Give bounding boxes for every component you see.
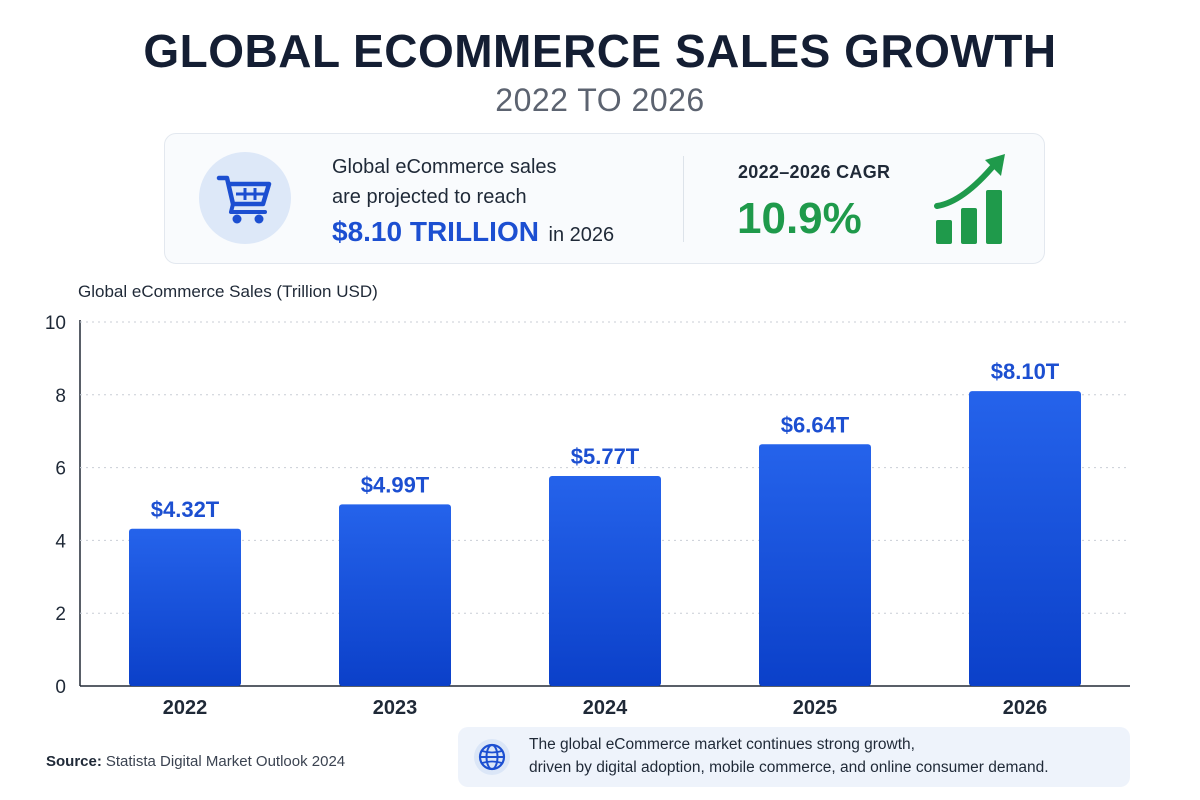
card-divider xyxy=(683,156,684,242)
bar-value-label: $4.32T xyxy=(151,497,220,522)
cagr-label: 2022–2026 CAGR xyxy=(738,162,891,182)
bar-2025 xyxy=(759,444,871,686)
globe-icon xyxy=(474,739,510,775)
x-tick-label: 2023 xyxy=(373,697,418,719)
insight-note: The global eCommerce market continues st… xyxy=(458,727,1130,787)
bar-2023 xyxy=(339,504,451,686)
source-label: Source: xyxy=(46,753,102,770)
x-tick-label: 2022 xyxy=(163,697,208,719)
y-tick-label: 2 xyxy=(55,604,66,625)
bar-2024 xyxy=(549,475,661,686)
y-tick-label: 6 xyxy=(55,459,66,480)
page-title: GLOBAL ECOMMERCE SALES GROWTH xyxy=(143,25,1057,77)
source-note: Source: Statista Digital Market Outlook 2… xyxy=(46,753,345,770)
insight-note-line1: The global eCommerce market continues st… xyxy=(529,736,915,753)
projection-suffix: in 2026 xyxy=(548,224,615,246)
y-tick-label: 10 xyxy=(45,313,66,334)
source-text: Statista Digital Market Outlook 2024 xyxy=(105,753,346,770)
chart-y-axis-title: Global eCommerce Sales (Trillion USD) xyxy=(78,282,378,301)
bar-value-label: $4.99T xyxy=(361,472,430,497)
projection-value-line: $8.10 TRILLION in 2026 xyxy=(332,216,614,248)
x-tick-label: 2026 xyxy=(1003,697,1048,719)
stat-card: Global eCommerce sales are projected to … xyxy=(164,133,1045,264)
y-tick-label: 8 xyxy=(55,386,66,407)
insight-note-line2: driven by digital adoption, mobile comme… xyxy=(529,759,1049,776)
projection-value: $8.10 TRILLION xyxy=(332,216,539,247)
bar-value-label: $6.64T xyxy=(781,412,850,437)
x-tick-label: 2025 xyxy=(793,697,838,719)
x-tick-label: 2024 xyxy=(583,697,628,719)
bar-2026 xyxy=(969,391,1081,686)
projection-text-line2: are projected to reach xyxy=(332,186,527,208)
y-tick-label: 4 xyxy=(55,531,66,552)
growth-bar-arrow-icon xyxy=(933,154,1009,251)
bar-2022 xyxy=(129,528,241,686)
cagr-value: 10.9% xyxy=(737,194,862,243)
bar-value-label: $5.77T xyxy=(571,444,640,469)
bar-value-label: $8.10T xyxy=(991,359,1060,384)
y-tick-label: 0 xyxy=(55,677,66,698)
projection-text-line1: Global eCommerce sales xyxy=(332,156,557,178)
shopping-cart-icon xyxy=(199,152,291,244)
page-subtitle: 2022 TO 2026 xyxy=(495,82,705,118)
